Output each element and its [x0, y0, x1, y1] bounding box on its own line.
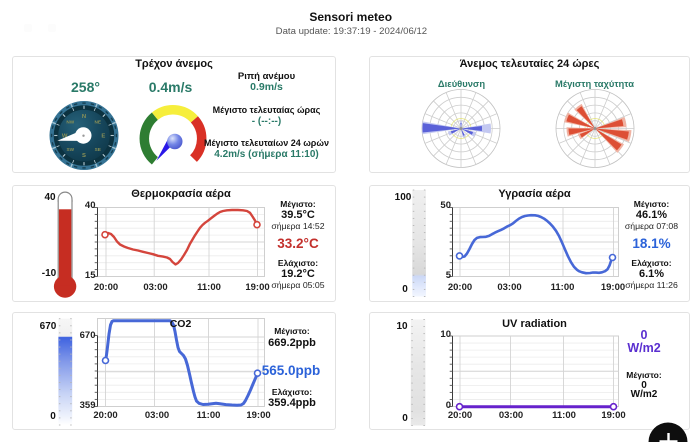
- svg-text:W: W: [62, 134, 68, 140]
- svg-text:E: E: [101, 134, 105, 140]
- svg-text:SW: SW: [67, 147, 75, 152]
- svg-text:NW: NW: [66, 119, 74, 124]
- svg-text:S: S: [82, 153, 86, 159]
- svg-text:N: N: [82, 114, 86, 120]
- svg-text:SE: SE: [95, 147, 101, 152]
- svg-text:NE: NE: [94, 119, 101, 124]
